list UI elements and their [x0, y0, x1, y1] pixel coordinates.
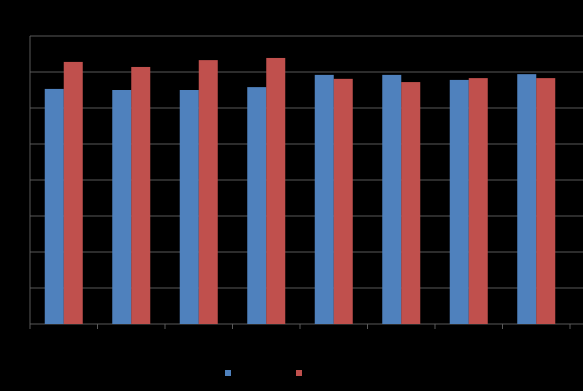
bar	[401, 82, 421, 324]
legend-marker	[225, 370, 231, 376]
bar	[517, 74, 537, 324]
bar	[468, 78, 488, 325]
bar	[131, 66, 151, 325]
y-tick-label: 8	[18, 30, 24, 42]
bar	[266, 57, 286, 325]
bar	[198, 60, 218, 325]
bar	[314, 74, 334, 324]
y-tick-label: 2	[18, 246, 24, 258]
y-tick-label: 7	[18, 66, 24, 78]
y-tick-label: 1	[18, 282, 24, 294]
bar	[44, 88, 64, 324]
y-tick-label: 3	[18, 210, 24, 222]
y-tick-label: 6	[18, 102, 24, 114]
bar	[382, 74, 402, 324]
y-tick-label: 5	[18, 138, 24, 150]
bar	[112, 90, 132, 324]
bar	[333, 78, 353, 324]
bar	[449, 79, 469, 324]
bar	[536, 78, 556, 325]
y-tick-label: 0	[18, 318, 24, 330]
y-tick-label: 4	[18, 174, 24, 186]
bar	[179, 90, 199, 324]
bar	[63, 61, 83, 325]
bar	[247, 87, 267, 325]
legend-marker	[296, 370, 302, 376]
